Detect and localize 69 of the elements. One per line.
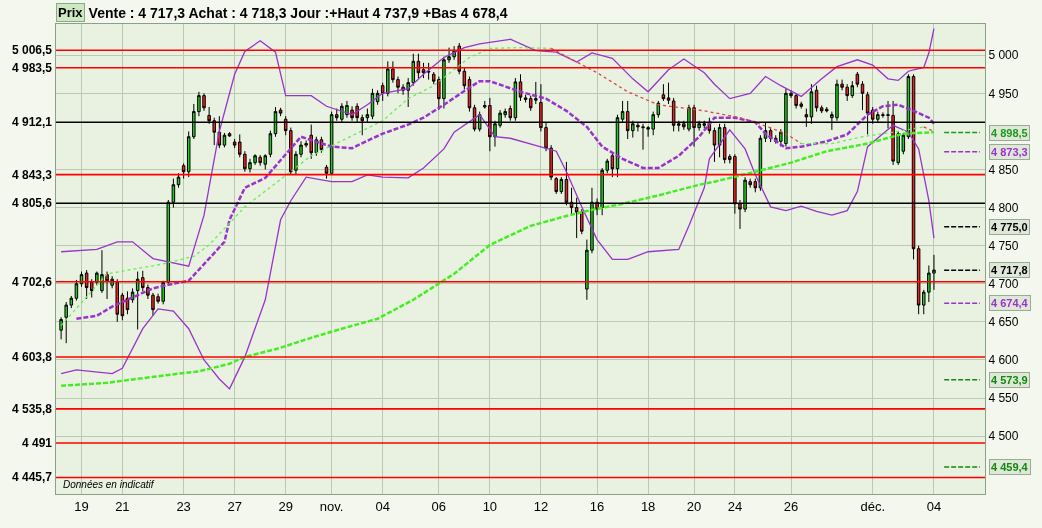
ref-line-label: 4 843,3 xyxy=(12,168,53,182)
x-tick-label: 20 xyxy=(686,498,702,514)
candlestick xyxy=(666,82,671,105)
ref-line-label: 4 717,8 xyxy=(991,264,1028,276)
y-tick-label: 4 950 xyxy=(988,86,1019,101)
candlestick xyxy=(855,71,860,88)
x-tick-label: 18 xyxy=(640,498,656,514)
ref-line-label: 4 898,5 xyxy=(991,127,1028,139)
ref-line-label: 4 535,8 xyxy=(12,402,53,416)
candlestick xyxy=(712,127,717,163)
line-series xyxy=(550,47,802,145)
y-tick-label: 4 750 xyxy=(988,238,1019,253)
candlestick xyxy=(814,85,819,113)
y-tick-label: 4 700 xyxy=(988,276,1019,291)
x-tick-label: nov. xyxy=(319,498,344,514)
x-tick-label: 27 xyxy=(227,498,242,514)
x-tick-label: 12 xyxy=(533,498,549,514)
line-series xyxy=(75,79,936,321)
y-tick-label: 4 600 xyxy=(988,353,1019,368)
candlestick xyxy=(324,164,329,180)
candlestick xyxy=(661,83,666,102)
ref-line-label: 4 873,3 xyxy=(991,146,1028,158)
x-tick-label: 19 xyxy=(74,498,89,514)
x-tick-label: 10 xyxy=(482,498,498,514)
ref-line-label: 4 573,9 xyxy=(991,374,1028,386)
candlestick xyxy=(421,62,426,79)
line-series xyxy=(800,126,925,145)
x-tick-label: 21 xyxy=(115,498,130,514)
candlestick xyxy=(227,131,232,138)
y-tick-label: 4 800 xyxy=(988,200,1019,215)
ref-line-label: 4 983,5 xyxy=(12,61,53,75)
candlestick xyxy=(549,144,553,181)
y-tick-label: 5 000 xyxy=(988,48,1019,63)
ref-line-label: 4 603,8 xyxy=(12,350,53,364)
ref-line-label: 4 445,7 xyxy=(12,470,53,484)
x-tick-label: 04 xyxy=(375,498,390,514)
line-series xyxy=(60,27,935,267)
line-series xyxy=(60,46,552,327)
candlestick xyxy=(59,316,63,340)
y-tick-label: 4 850 xyxy=(988,162,1019,177)
y-tick-label: 4 650 xyxy=(988,315,1019,330)
x-tick-label: 23 xyxy=(176,498,191,514)
x-tick-label: 29 xyxy=(278,498,293,514)
x-tick-label: 06 xyxy=(431,498,447,514)
candlestick xyxy=(426,62,431,81)
y-tick-label: 4 550 xyxy=(988,391,1019,406)
annotation: Données en indicatif xyxy=(63,479,155,490)
candlestick xyxy=(268,130,273,158)
ref-line-label: 4 912,1 xyxy=(12,115,53,129)
candlestick xyxy=(580,208,584,235)
candlestick xyxy=(860,80,865,111)
y-tick-label: 4 500 xyxy=(988,429,1019,444)
chart-title: Vente : 4 717,3 Achat : 4 718,3 Jour :+Haut 4 737,9 +Bas 4 678,4 xyxy=(88,4,508,21)
x-tick-label: 04 xyxy=(926,498,942,514)
candlestick xyxy=(176,172,181,189)
x-tick-label: 24 xyxy=(727,498,743,514)
ref-line-label: 4 775,0 xyxy=(991,221,1028,233)
candlestick xyxy=(278,107,283,117)
candlestick xyxy=(125,290,130,315)
x-tick-label: 16 xyxy=(589,498,605,514)
x-tick-label: 26 xyxy=(783,498,799,514)
ref-line-label: 4 491 xyxy=(22,436,53,450)
text: Prix xyxy=(58,5,84,20)
ref-line-label: 4 702,6 xyxy=(12,275,53,289)
ref-line-label: 5 006,5 xyxy=(12,43,53,57)
x-tick-label: déc. xyxy=(860,498,885,514)
ref-line-label: 4 805,6 xyxy=(12,196,53,210)
ref-line-label: 4 674,4 xyxy=(991,297,1029,309)
ref-line-label: 4 459,4 xyxy=(991,461,1029,473)
